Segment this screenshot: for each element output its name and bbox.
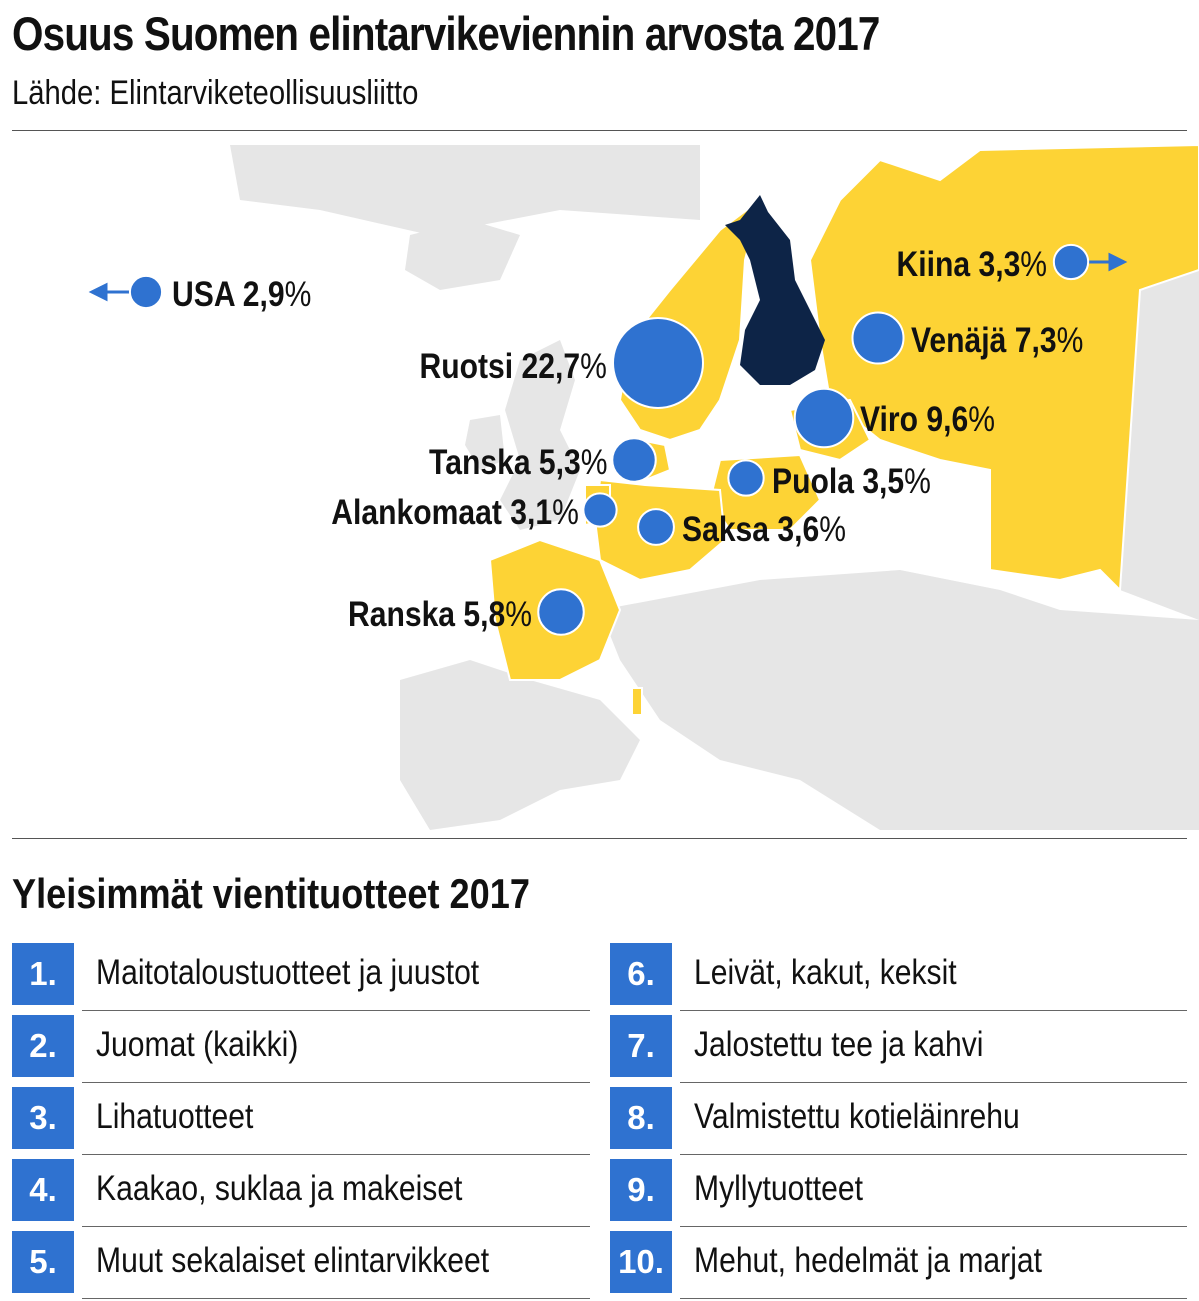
product-label: Valmistettu kotieläinrehu [694, 1097, 1020, 1136]
bubble-kiina [1052, 243, 1090, 281]
product-rank: 10. [610, 1231, 672, 1293]
bubble-tanska [611, 437, 657, 483]
row-divider [82, 1226, 590, 1227]
europe-map [88, 143, 1199, 830]
label-tanska: Tanska 5,3% [430, 443, 608, 483]
products-title: Yleisimmät vientituotteet 2017 [12, 870, 530, 917]
product-label: Myllytuotteet [694, 1169, 863, 1208]
label-country: Tanska 5,3 [429, 443, 582, 482]
bubble-ranska [537, 588, 585, 636]
bubble-saksa [637, 508, 675, 546]
label-country: Ruotsi 22,7 [419, 347, 581, 386]
product-rank: 8. [610, 1087, 672, 1149]
label-viro: Viro 9,6% [860, 400, 995, 440]
product-label: Muut sekalaiset elintarvikkeet [96, 1241, 490, 1280]
product-label: Juomat (kaikki) [96, 1025, 299, 1064]
product-rank: 9. [610, 1159, 672, 1221]
bubble-viro [793, 387, 855, 449]
label-country: Viro 9,6 [860, 400, 969, 439]
row-divider [680, 1010, 1187, 1011]
product-label: Jalostettu tee ja kahvi [694, 1025, 984, 1064]
label-country: Ranska 5,8 [347, 595, 506, 634]
product-label: Lihatuotteet [96, 1097, 254, 1136]
bottom-divider [12, 838, 1187, 839]
label-percent: % [968, 400, 995, 439]
label-venäjä: Venäjä 7,3% [911, 321, 1083, 361]
product-row: 10. Mehut, hedelmät ja marjat [610, 1231, 1187, 1299]
row-divider [680, 1298, 1187, 1299]
product-rank: 3. [12, 1087, 74, 1149]
product-rank: 6. [610, 943, 672, 1005]
label-kiina: Kiina 3,3% [896, 245, 1047, 285]
label-country: Alankomaat 3,1 [331, 493, 553, 532]
product-row: 2. Juomat (kaikki) [12, 1015, 590, 1083]
label-percent: % [581, 443, 608, 482]
page-title: Osuus Suomen elintarvikeviennin arvosta … [12, 7, 880, 60]
label-saksa: Saksa 3,6% [682, 510, 846, 550]
product-row: 5. Muut sekalaiset elintarvikkeet [12, 1231, 590, 1299]
product-row: 4. Kaakao, suklaa ja makeiset [12, 1159, 590, 1227]
label-percent: % [284, 275, 312, 314]
product-row: 7. Jalostettu tee ja kahvi [610, 1015, 1187, 1083]
label-usa: USA 2,9% [172, 275, 311, 315]
product-row: 3. Lihatuotteet [12, 1087, 590, 1155]
row-divider [680, 1154, 1187, 1155]
row-divider [680, 1226, 1187, 1227]
product-rank: 1. [12, 943, 74, 1005]
label-puola: Puola 3,5% [772, 462, 931, 502]
label-country: Venäjä 7,3 [911, 321, 1057, 360]
row-divider [82, 1298, 590, 1299]
label-country: Kiina 3,3 [896, 245, 1021, 284]
product-rank: 4. [12, 1159, 74, 1221]
product-row: 1. Maitotaloustuotteet ja juustot [12, 943, 590, 1011]
product-label: Leivät, kakut, keksit [694, 953, 957, 992]
export-bubbles [128, 243, 1090, 636]
bubble-ruotsi [612, 317, 704, 409]
label-percent: % [505, 595, 532, 634]
label-country: Saksa 3,6 [682, 510, 820, 549]
label-alankomaat: Alankomaat 3,1% [331, 493, 579, 533]
row-divider [82, 1082, 590, 1083]
source-note: Lähde: Elintarviketeollisuusliitto [12, 74, 419, 112]
label-country: USA 2,9 [172, 275, 285, 314]
label-percent: % [1056, 321, 1084, 360]
bubble-usa [128, 274, 164, 310]
product-label: Kaakao, suklaa ja makeiset [96, 1169, 463, 1208]
product-rank: 2. [12, 1015, 74, 1077]
label-percent: % [904, 462, 931, 501]
product-row: 6. Leivät, kakut, keksit [610, 943, 1187, 1011]
bubble-alankomaat [582, 492, 618, 528]
bubble-venäjä [851, 311, 905, 365]
product-label: Maitotaloustuotteet ja juustot [96, 953, 480, 992]
bubble-puola [727, 459, 765, 497]
product-rank: 5. [12, 1231, 74, 1293]
label-country: Puola 3,5 [772, 462, 905, 501]
label-percent: % [1020, 245, 1047, 284]
row-divider [82, 1010, 590, 1011]
row-divider [82, 1154, 590, 1155]
product-rank: 7. [610, 1015, 672, 1077]
label-ruotsi: Ruotsi 22,7% [420, 347, 607, 387]
top-divider [12, 130, 1187, 131]
label-percent: % [819, 510, 847, 549]
finland-shape [725, 195, 825, 385]
product-row: 8. Valmistettu kotieläinrehu [610, 1087, 1187, 1155]
label-ranska: Ranska 5,8% [348, 595, 532, 635]
product-row: 9. Myllytuotteet [610, 1159, 1187, 1227]
label-percent: % [580, 347, 607, 386]
label-percent: % [552, 493, 579, 532]
row-divider [680, 1082, 1187, 1083]
product-label: Mehut, hedelmät ja marjat [694, 1241, 1042, 1280]
